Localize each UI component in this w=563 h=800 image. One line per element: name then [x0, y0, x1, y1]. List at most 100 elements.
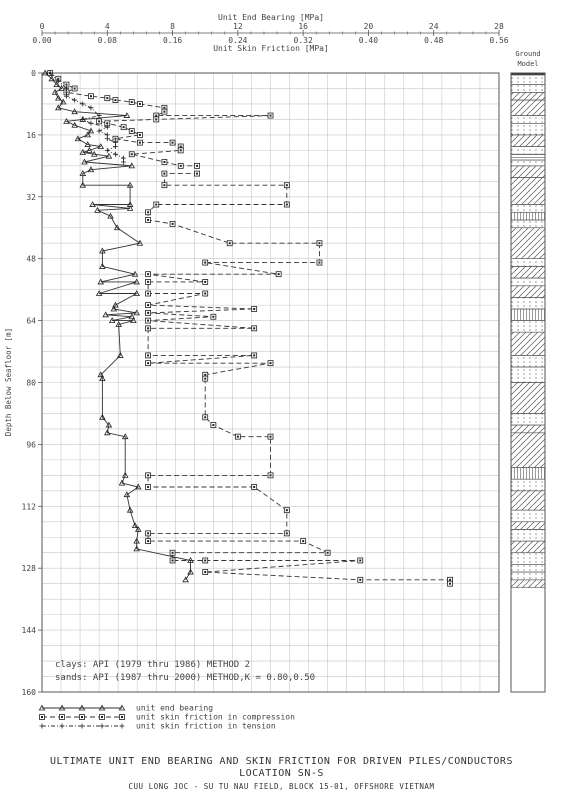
data-point-0	[133, 537, 140, 544]
legend-marker	[119, 723, 125, 729]
data-point-2	[121, 159, 127, 165]
legend-marker	[58, 704, 66, 711]
data-point-0	[87, 127, 95, 134]
data-point-0	[79, 181, 87, 188]
data-point-1-dot	[253, 354, 256, 357]
ground-layer	[510, 266, 546, 279]
data-point-2	[88, 105, 94, 111]
data-point-0	[126, 204, 134, 211]
data-point-0	[112, 301, 119, 308]
data-point-1	[169, 549, 176, 556]
top-axis-label: Unit End Bearing [MPa]	[218, 13, 324, 22]
data-point-1	[202, 279, 209, 285]
data-point-0	[102, 311, 109, 318]
ground-layer	[510, 134, 546, 147]
data-point-1-dot	[147, 304, 150, 307]
ground-model	[510, 72, 546, 588]
chart-title: ULTIMATE UNIT END BEARING AND SKIN FRICT…	[50, 756, 513, 767]
series-2	[47, 70, 127, 165]
ground-layer	[510, 122, 546, 136]
data-point-1	[194, 162, 200, 169]
data-point-0	[107, 212, 114, 219]
data-point-1-dot	[277, 273, 280, 276]
data-point-2	[47, 70, 53, 76]
data-point-1-dot	[204, 559, 207, 562]
data-point-1-dot	[130, 130, 133, 133]
data-point-2	[80, 116, 86, 122]
legend-marker-dot	[81, 716, 83, 718]
ground-layer	[510, 552, 546, 565]
ground-layer	[510, 571, 546, 581]
data-point-1-dot	[65, 91, 68, 94]
data-point-1	[300, 538, 307, 545]
data-point-0	[113, 224, 121, 231]
data-point-1	[128, 128, 135, 134]
data-point-1-dot	[228, 242, 231, 245]
data-point-1	[251, 484, 258, 490]
note-sands: sands: API (1987 thru 2000) METHOD,K = 0…	[55, 673, 315, 683]
data-point-1	[324, 549, 331, 556]
ground-layer	[510, 297, 546, 310]
data-point-1-dot	[285, 532, 288, 535]
ground-layer	[510, 529, 546, 542]
legend-marker-dot	[101, 716, 103, 718]
ground-layer	[510, 74, 546, 85]
ground-layer	[510, 211, 546, 221]
data-point-1-dot	[449, 582, 452, 585]
data-point-0	[74, 135, 82, 142]
top-tick-label: 4	[105, 22, 110, 31]
data-point-0	[136, 239, 144, 246]
legend-label: unit skin friction in compression	[136, 713, 295, 722]
data-point-1-dot	[98, 120, 101, 123]
ground-layer	[510, 277, 546, 287]
data-point-1	[202, 414, 209, 421]
data-point-1	[112, 97, 119, 103]
data-point-1	[137, 139, 143, 146]
data-point-0	[128, 162, 136, 169]
data-point-0	[55, 104, 62, 111]
data-point-0	[123, 491, 131, 498]
data-point-1-dot	[269, 435, 272, 438]
data-point-0	[115, 321, 122, 327]
legend-label: unit skin friction in tension	[136, 722, 276, 731]
data-point-1	[283, 507, 290, 514]
data-point-2	[96, 113, 102, 119]
data-point-0	[41, 69, 49, 76]
legend-label: unit end bearing	[136, 704, 213, 713]
data-point-1	[447, 580, 453, 587]
data-point-1	[357, 576, 364, 583]
data-point-1	[145, 209, 151, 216]
series-layer	[41, 69, 453, 587]
data-point-1-dot	[147, 219, 150, 222]
y-tick-label: 96	[26, 440, 36, 449]
ground-layer	[510, 355, 546, 368]
data-point-1-dot	[155, 203, 158, 206]
data-point-0	[87, 166, 95, 173]
data-point-0	[126, 181, 134, 188]
data-point-0	[90, 150, 98, 157]
data-point-0	[58, 85, 65, 91]
data-point-0	[79, 170, 87, 176]
data-point-1-dot	[326, 551, 329, 554]
data-point-1-dot	[204, 571, 207, 574]
data-point-0	[126, 506, 134, 513]
data-point-0	[86, 146, 93, 153]
data-point-0	[133, 545, 140, 552]
data-point-1	[145, 538, 151, 545]
ground-layer	[510, 99, 546, 116]
data-point-0	[71, 121, 78, 128]
data-point-0	[131, 522, 139, 529]
data-point-1	[234, 433, 241, 440]
data-point-1-dot	[171, 559, 174, 562]
data-point-0	[121, 433, 129, 440]
data-point-1	[316, 240, 323, 247]
top-axis: 0 4 8 12 16 20 24 28	[40, 22, 504, 36]
data-point-1-dot	[204, 280, 207, 283]
data-point-2	[80, 101, 86, 107]
data-point-1-dot	[73, 87, 76, 90]
data-point-2	[112, 151, 118, 157]
data-point-1-dot	[147, 319, 150, 322]
data-point-1	[145, 290, 151, 297]
data-point-2	[88, 120, 94, 126]
legend-marker	[79, 723, 85, 729]
